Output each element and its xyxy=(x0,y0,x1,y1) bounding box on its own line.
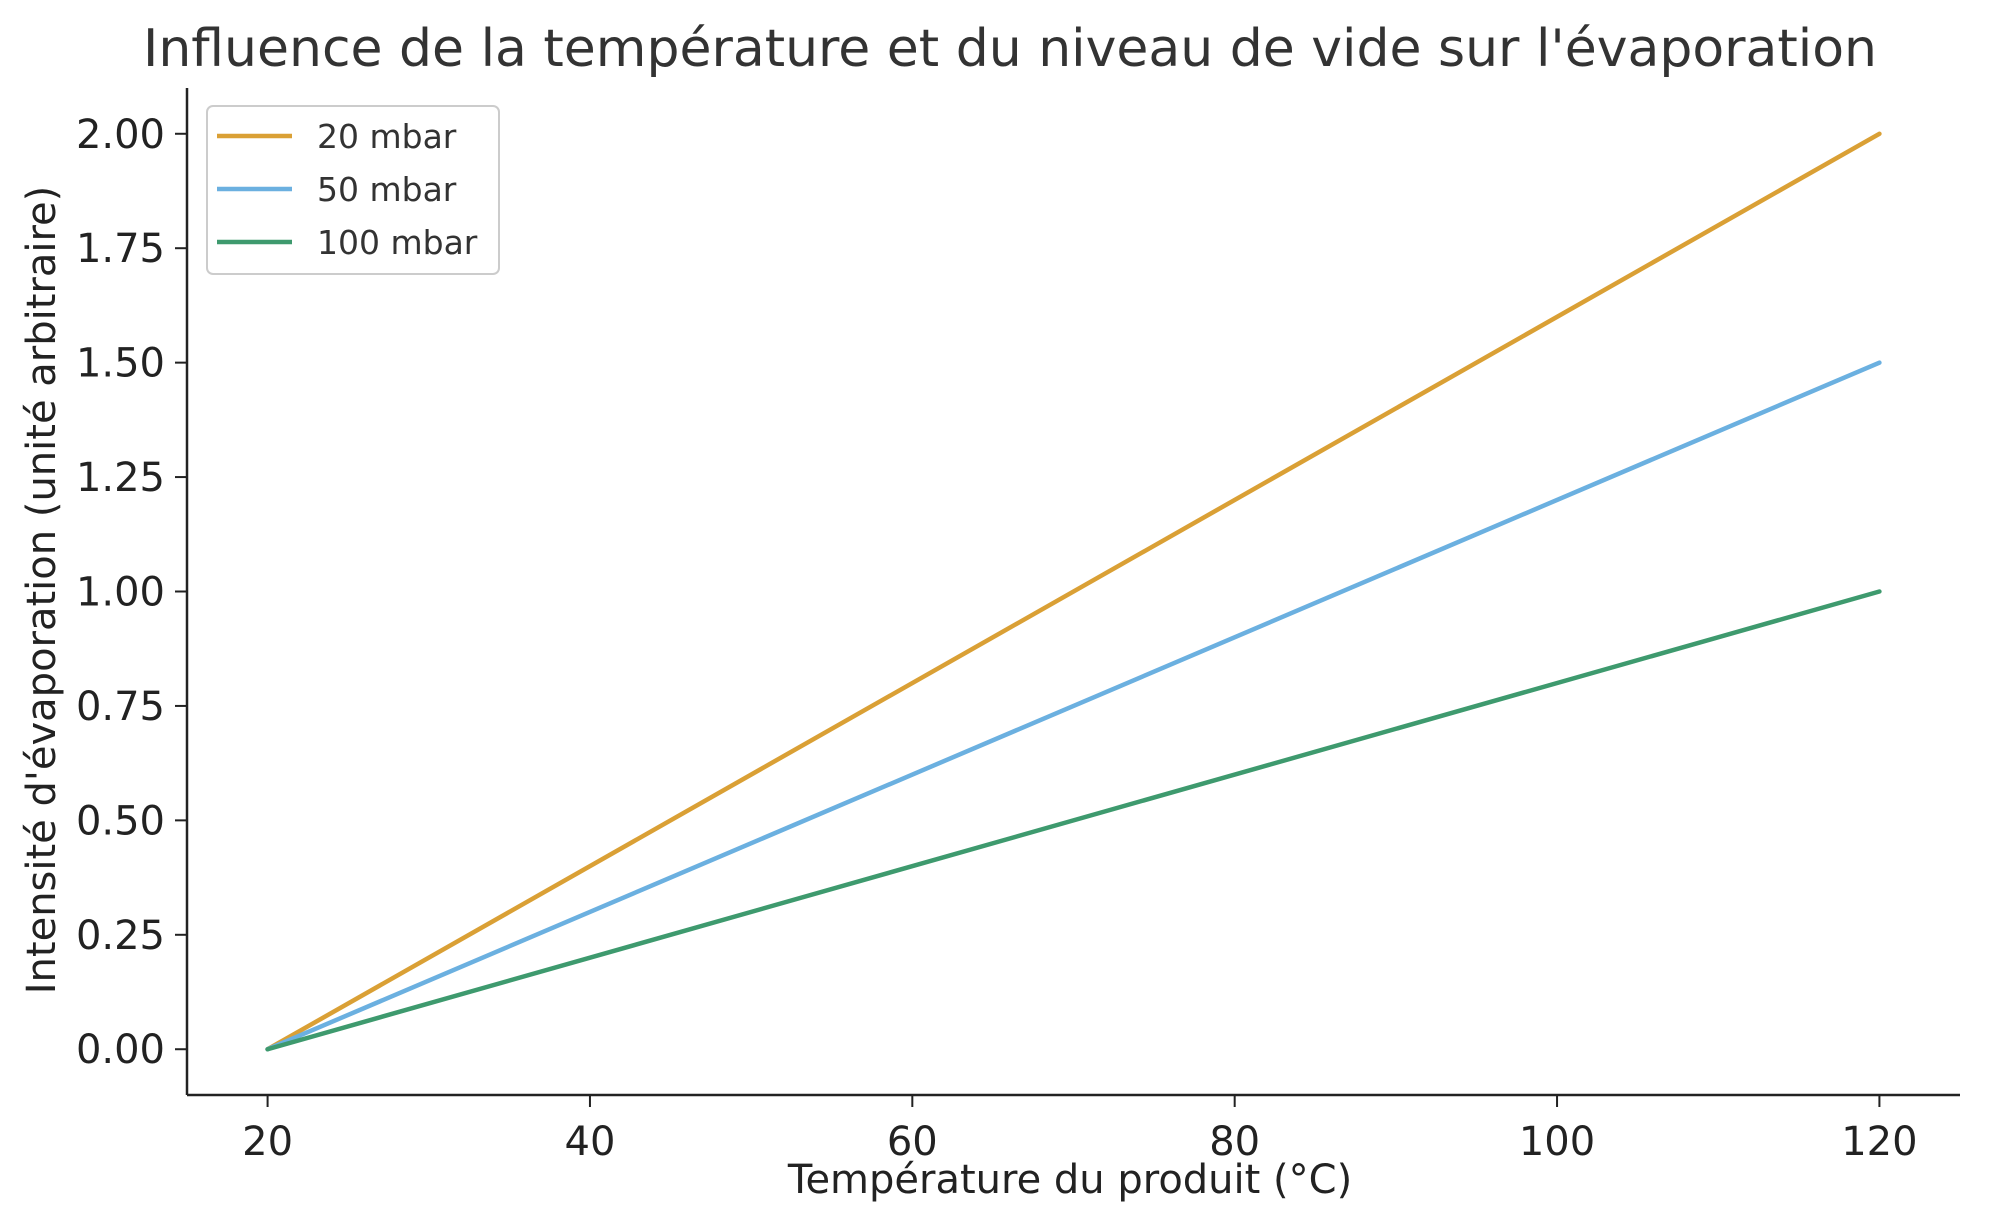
x-tick-label: 60 xyxy=(887,1119,938,1165)
legend-label: 20 mbar xyxy=(317,117,457,156)
y-tick-label: 1.75 xyxy=(76,226,165,272)
y-tick-label: 0.50 xyxy=(76,798,165,844)
y-axis: 0.00 0.25 0.50 0.75 1.00 1.25 1.50 1.75 2.00 xyxy=(76,88,189,1095)
x-tick-label: 20 xyxy=(242,1119,293,1165)
x-tick-label: 40 xyxy=(565,1119,616,1165)
series-layer xyxy=(265,131,1882,1052)
x-tick-label: 100 xyxy=(1519,1119,1595,1165)
legend-label: 100 mbar xyxy=(317,223,478,262)
x-axis: 20 40 60 80 100 120 xyxy=(187,1093,1960,1165)
series-line xyxy=(265,131,1882,1052)
series-line xyxy=(265,360,1882,1052)
x-tick-label: 80 xyxy=(1209,1119,1260,1165)
chart-title: Influence de la température et du niveau… xyxy=(143,19,1877,79)
y-tick-label: 1.25 xyxy=(76,455,165,501)
y-tick-label: 1.00 xyxy=(76,570,165,616)
legend-label: 50 mbar xyxy=(317,170,457,209)
y-tick-label: 0.00 xyxy=(76,1027,165,1073)
legend-box xyxy=(206,105,500,275)
series-line xyxy=(265,589,1882,1052)
y-axis-label: Intensité d'évaporation (unité arbitrair… xyxy=(19,186,65,995)
y-tick-label: 0.25 xyxy=(76,913,165,959)
legend: 20 mbar 50 mbar 100 mbar xyxy=(206,105,500,275)
y-tick-label: 0.75 xyxy=(76,684,165,730)
y-tick-label: 1.50 xyxy=(76,341,165,387)
y-tick-label: 2.00 xyxy=(76,112,165,158)
x-tick-label: 120 xyxy=(1841,1119,1917,1165)
x-axis-label: Température du produit (°C) xyxy=(787,1157,1352,1203)
